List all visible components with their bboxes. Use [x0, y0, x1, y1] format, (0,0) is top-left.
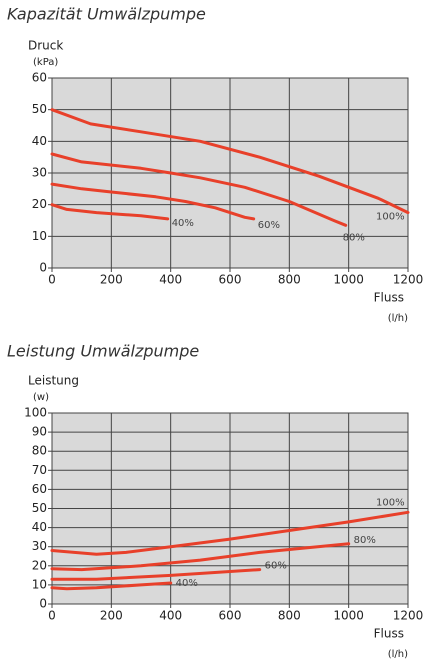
- x-tick-label: 600: [219, 609, 242, 623]
- y-tick-label: 10: [32, 229, 47, 243]
- y-axis-unit: (kPa): [33, 57, 58, 68]
- x-tick-label: 400: [159, 273, 182, 287]
- y-tick-label: 30: [32, 539, 47, 553]
- x-axis-unit: (l/h): [388, 649, 408, 660]
- y-tick-label: 90: [32, 425, 47, 439]
- series-label: 60%: [265, 561, 287, 572]
- y-tick-label: 70: [32, 463, 47, 477]
- y-tick-label: 40: [32, 520, 47, 534]
- x-tick-label: 1200: [393, 609, 424, 623]
- x-tick-label: 200: [100, 273, 123, 287]
- y-tick-label: 50: [32, 501, 47, 515]
- series-line: [50, 542, 351, 572]
- series-label: 80%: [343, 232, 365, 243]
- y-tick-label: 20: [32, 558, 47, 572]
- y-axis-unit: (w): [33, 392, 49, 403]
- series-label: 100%: [376, 497, 405, 508]
- series-label: 100%: [376, 212, 405, 223]
- series-line: [50, 510, 410, 556]
- series-line: [50, 581, 173, 591]
- series-line: [50, 152, 348, 227]
- series-line: [50, 182, 256, 221]
- series-label: 80%: [354, 535, 376, 546]
- y-axis-label: Leistung: [28, 374, 79, 388]
- x-axis-label: Fluss: [374, 627, 404, 641]
- y-tick-label: 50: [32, 102, 47, 116]
- y-axis-label: Druck: [28, 39, 63, 53]
- x-tick-label: 400: [159, 609, 182, 623]
- chart-title: Kapazität Umwälzpumpe: [7, 5, 206, 24]
- x-tick-label: 1200: [393, 273, 424, 287]
- series-label: 40%: [176, 578, 198, 589]
- series-line: [50, 108, 410, 215]
- x-tick-label: 1000: [333, 273, 364, 287]
- y-tick-label: 0: [39, 597, 47, 611]
- y-tick-label: 40: [32, 134, 47, 148]
- y-tick-label: 100: [24, 406, 47, 420]
- x-tick-label: 0: [48, 273, 56, 287]
- x-axis-label: Fluss: [374, 291, 404, 305]
- y-tick-label: 60: [32, 482, 47, 496]
- y-tick-label: 10: [32, 577, 47, 591]
- y-tick-label: 80: [32, 444, 47, 458]
- chart-title: Leistung Umwälzpumpe: [7, 342, 199, 361]
- series-label: 60%: [258, 220, 280, 231]
- series-line: [50, 568, 262, 581]
- series-label: 40%: [172, 218, 194, 229]
- x-tick-label: 200: [100, 609, 123, 623]
- x-tick-label: 0: [48, 609, 56, 623]
- series-line: [50, 203, 170, 221]
- x-tick-label: 800: [278, 609, 301, 623]
- y-tick-label: 30: [32, 166, 47, 180]
- x-axis-unit: (l/h): [388, 313, 408, 324]
- x-tick-label: 800: [278, 273, 301, 287]
- y-tick-label: 20: [32, 197, 47, 211]
- x-tick-label: 1000: [333, 609, 364, 623]
- y-tick-label: 60: [32, 71, 47, 85]
- x-tick-label: 600: [219, 273, 242, 287]
- y-tick-label: 0: [39, 261, 47, 275]
